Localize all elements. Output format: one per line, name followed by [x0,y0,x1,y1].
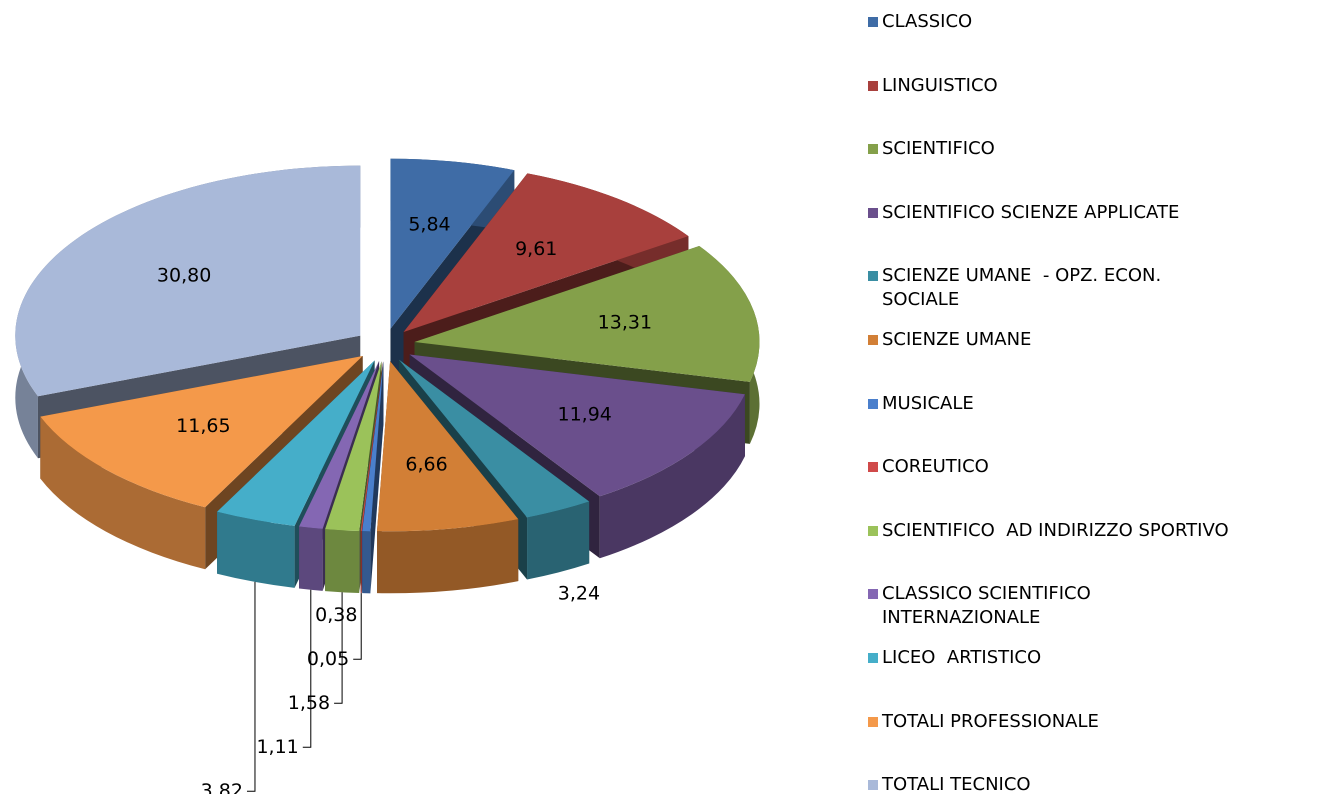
slice [377,361,519,532]
data-label: 3,82 [201,780,243,794]
slice [40,356,363,508]
slice [403,173,689,333]
slice-wall [325,529,360,594]
legend-label: COREUTICO [882,456,989,478]
chart: 5,84 9,61 13,31 11,94 3,24 6,66 0,38 0,05 1,58 1,… [15,158,760,794]
data-label: 30,80 [157,264,211,286]
leader-line [334,592,343,704]
legend-label: CLASSICO [882,11,973,32]
legend-item: LICEO ARTISTICO [868,646,1041,670]
slice [398,359,590,518]
legend-label: LICEO ARTISTICO [882,647,1042,668]
legend-item: SCIENTIFICO AD INDIRIZZO SPORTIVO [868,519,1229,543]
slice-wall [599,394,745,559]
leader-line [302,589,312,748]
legend-item: CLASSICO [868,10,972,34]
legend-item: SCIENZE UMANE [868,328,1031,352]
legend-label: CLASSICO SCIENTIFICO INTERNAZIONALE [882,583,1097,629]
legend-label: TOTALI TECNICO [882,774,1031,794]
slice [217,360,375,526]
legend-swatch [868,525,878,536]
legend-swatch [868,80,878,91]
legend-swatch [868,271,878,282]
data-label: 11,94 [557,403,611,425]
data-label: 11,65 [176,415,230,437]
legend-label: TOTALI PROFESSIONALE [882,710,1099,732]
legend-swatch [868,398,878,409]
legend: CLASSICO LINGUISTICO SCIENTIFICO SCIENTIFIC… [868,0,1338,794]
slice [360,361,384,532]
legend-label: SCIENTIFICO [882,138,995,160]
leader-line [246,581,256,792]
slice-wall [377,519,519,594]
legend-label: SCIENZE UMANE - OPZ. ECON. SOCIALE [882,265,1167,311]
slice [299,361,380,529]
legend-item: SCIENTIFICO SCIENZE APPLICATE [868,201,1179,225]
legend-swatch [868,17,878,27]
slice-wall [299,526,323,591]
data-label: 1,58 [288,692,330,714]
legend-label: SCIENTIFICO SCIENZE APPLICATE [882,201,1180,223]
legend-swatch [868,335,878,345]
slice [362,361,384,532]
slice [325,361,382,532]
legend-item: TOTALI TECNICO [868,773,1031,794]
slice [390,158,515,329]
legend-item: MUSICALE [868,392,974,416]
data-label: 0,38 [315,604,357,626]
data-label: 3,24 [558,583,600,605]
legend-label: MUSICALE [882,392,974,414]
legend-swatch [868,716,878,727]
data-label: 6,66 [405,454,447,476]
legend-swatch [868,589,878,600]
slice-wall [362,531,371,594]
data-label: 9,61 [515,238,557,260]
slice-wall [217,511,295,588]
slice-wall [360,531,362,594]
legend-item: COREUTICO [868,455,989,479]
slice [15,165,361,397]
legend-item: CLASSICO SCIENTIFICO INTERNAZIONALE [868,582,1172,630]
legend-swatch [868,780,878,791]
data-label: 13,31 [598,311,652,333]
legend-label: SCIENTIFICO AD INDIRIZZO SPORTIVO [882,519,1229,541]
data-label: 5,84 [408,214,450,236]
leader-line [353,593,362,660]
data-label: 1,11 [256,736,298,758]
legend-item: SCIENTIFICO [868,137,995,161]
legend-swatch [868,653,878,663]
legend-label: LINGUISTICO [882,74,998,96]
slice [409,354,745,497]
slice [414,246,760,382]
legend-item: LINGUISTICO [868,74,998,98]
slice-wall [527,501,590,580]
legend-swatch [868,144,878,155]
legend-swatch [868,462,878,473]
legend-item: SCIENZE UMANE - OPZ. ECON. SOCIALE [868,264,1172,312]
legend-item: TOTALI PROFESSIONALE [868,710,1099,734]
legend-swatch [868,207,878,218]
legend-label: SCIENZE UMANE [882,329,1032,350]
data-label: 0,05 [307,648,349,670]
slice-wall [40,416,206,570]
